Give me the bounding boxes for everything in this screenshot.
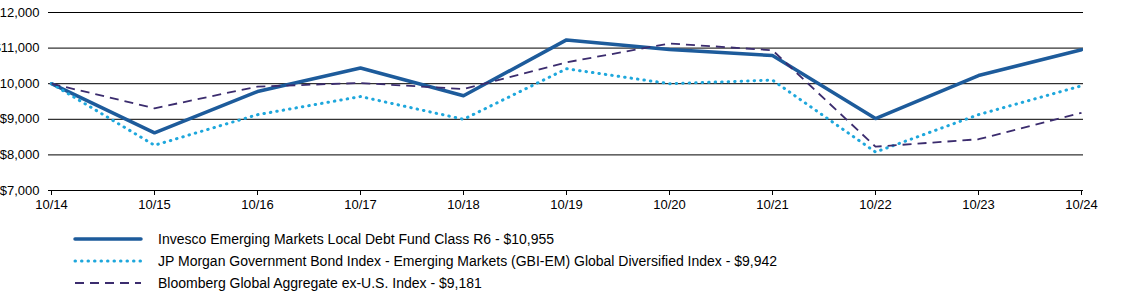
html-text:Bloomberg Global Aggregate ex-: Bloomberg Global Aggregate ex-U.S. Index… xyxy=(158,275,482,291)
svg-text:10/23: 10/23 xyxy=(962,197,995,212)
svg-text:$7,000: $7,000 xyxy=(0,183,40,198)
svg-text:10/16: 10/16 xyxy=(241,197,274,212)
svg-text:10/24: 10/24 xyxy=(1065,197,1098,212)
svg-text:10/17: 10/17 xyxy=(344,197,377,212)
svg-text:$9,000: $9,000 xyxy=(0,111,40,126)
svg-text:$11,000: $11,000 xyxy=(0,40,40,55)
svg-text:10/21: 10/21 xyxy=(756,197,789,212)
svg-text:$8,000: $8,000 xyxy=(0,147,40,162)
svg-text:10/15: 10/15 xyxy=(138,197,171,212)
html-text:Invesco Emerging Markets Local: Invesco Emerging Markets Local Debt Fund… xyxy=(158,231,555,247)
svg-text:10/14: 10/14 xyxy=(35,197,68,212)
svg-text:$12,000: $12,000 xyxy=(0,5,40,20)
svg-text:10/19: 10/19 xyxy=(550,197,583,212)
svg-text:10/18: 10/18 xyxy=(447,197,480,212)
svg-text:$10,000: $10,000 xyxy=(0,76,40,91)
html-text:JP Morgan Government Bond Inde: JP Morgan Government Bond Index - Emergi… xyxy=(158,253,778,269)
svg-text:10/22: 10/22 xyxy=(859,197,892,212)
svg-text:10/20: 10/20 xyxy=(653,197,686,212)
